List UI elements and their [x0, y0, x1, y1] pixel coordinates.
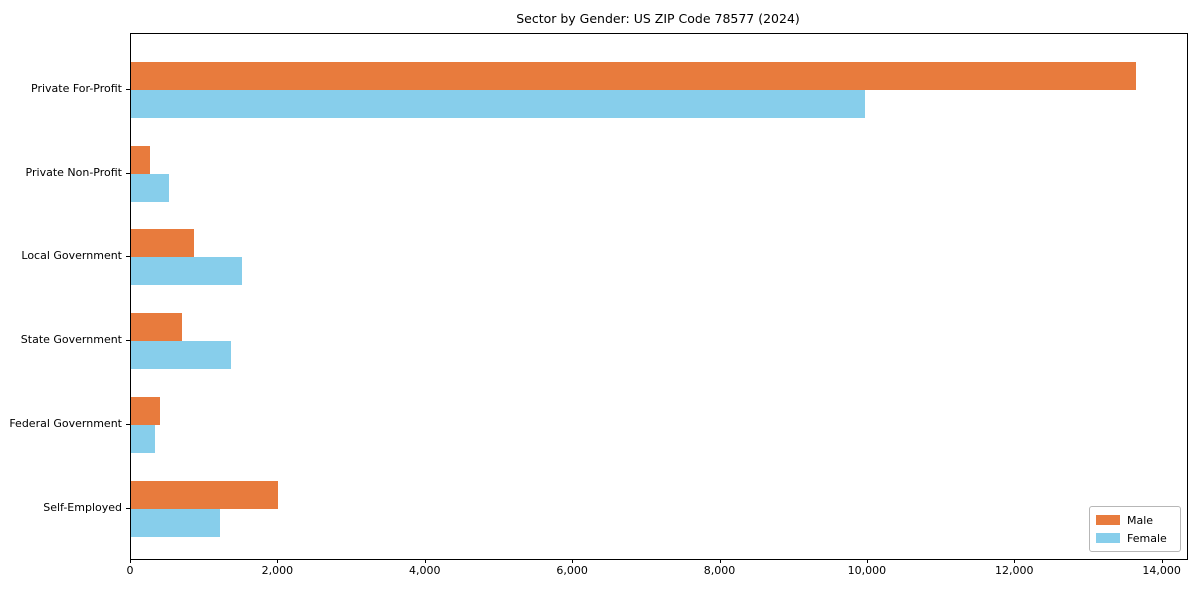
bar-male-1 [131, 145, 150, 174]
x-tick-label: 8,000 [703, 564, 736, 577]
y-tick-label: Local Government [21, 249, 122, 263]
x-tick-label: 2,000 [261, 564, 294, 577]
x-tick-mark [1161, 559, 1163, 563]
legend-swatch-female [1096, 533, 1120, 543]
bar-male-4 [131, 396, 160, 425]
legend: Male Female [1089, 506, 1181, 552]
legend-label: Male [1127, 513, 1154, 527]
y-tick-mark [126, 256, 130, 258]
x-tick-label: 4,000 [409, 564, 441, 577]
x-tick-label: 0 [126, 564, 134, 577]
x-tick-mark [866, 559, 868, 563]
x-tick-label: 14,000 [1142, 564, 1181, 577]
y-tick-mark [126, 340, 130, 342]
y-tick-mark [126, 172, 130, 174]
bar-male-2 [131, 229, 194, 258]
y-tick-mark [126, 507, 130, 509]
bar-male-3 [131, 313, 182, 342]
bar-female-5 [131, 508, 220, 537]
x-tick-label: 10,000 [847, 564, 887, 577]
chart-title: Sector by Gender: US ZIP Code 78577 (202… [516, 11, 800, 26]
x-tick-label: 12,000 [995, 564, 1034, 577]
y-tick-label: Federal Government [9, 416, 122, 430]
legend-item-female: Female [1096, 529, 1172, 547]
plot-area [130, 33, 1188, 560]
bar-female-1 [131, 173, 169, 202]
y-tick-mark [126, 423, 130, 425]
x-tick-mark [1014, 559, 1016, 563]
y-tick-mark [126, 89, 130, 90]
legend-swatch-male [1096, 515, 1120, 525]
bar-female-4 [131, 424, 155, 453]
x-tick-mark [572, 559, 574, 563]
bar-female-3 [131, 341, 231, 370]
y-tick-label: Private For-Profit [31, 82, 122, 95]
bar-female-2 [131, 257, 242, 286]
legend-item-male: Male [1096, 511, 1172, 529]
bar-female-0 [131, 90, 865, 118]
legend-label: Female [1127, 531, 1167, 545]
x-tick-label: 6,000 [556, 564, 588, 577]
y-tick-label: Private Non-Profit [25, 165, 122, 179]
x-tick-mark [719, 559, 721, 563]
bar-male-0 [131, 62, 1136, 90]
x-tick-mark [277, 559, 279, 563]
y-tick-label: State Government [20, 333, 122, 347]
bar-male-5 [131, 480, 278, 509]
x-tick-mark [130, 559, 131, 563]
x-tick-mark [424, 559, 426, 563]
y-tick-label: Self-Employed [43, 500, 122, 514]
